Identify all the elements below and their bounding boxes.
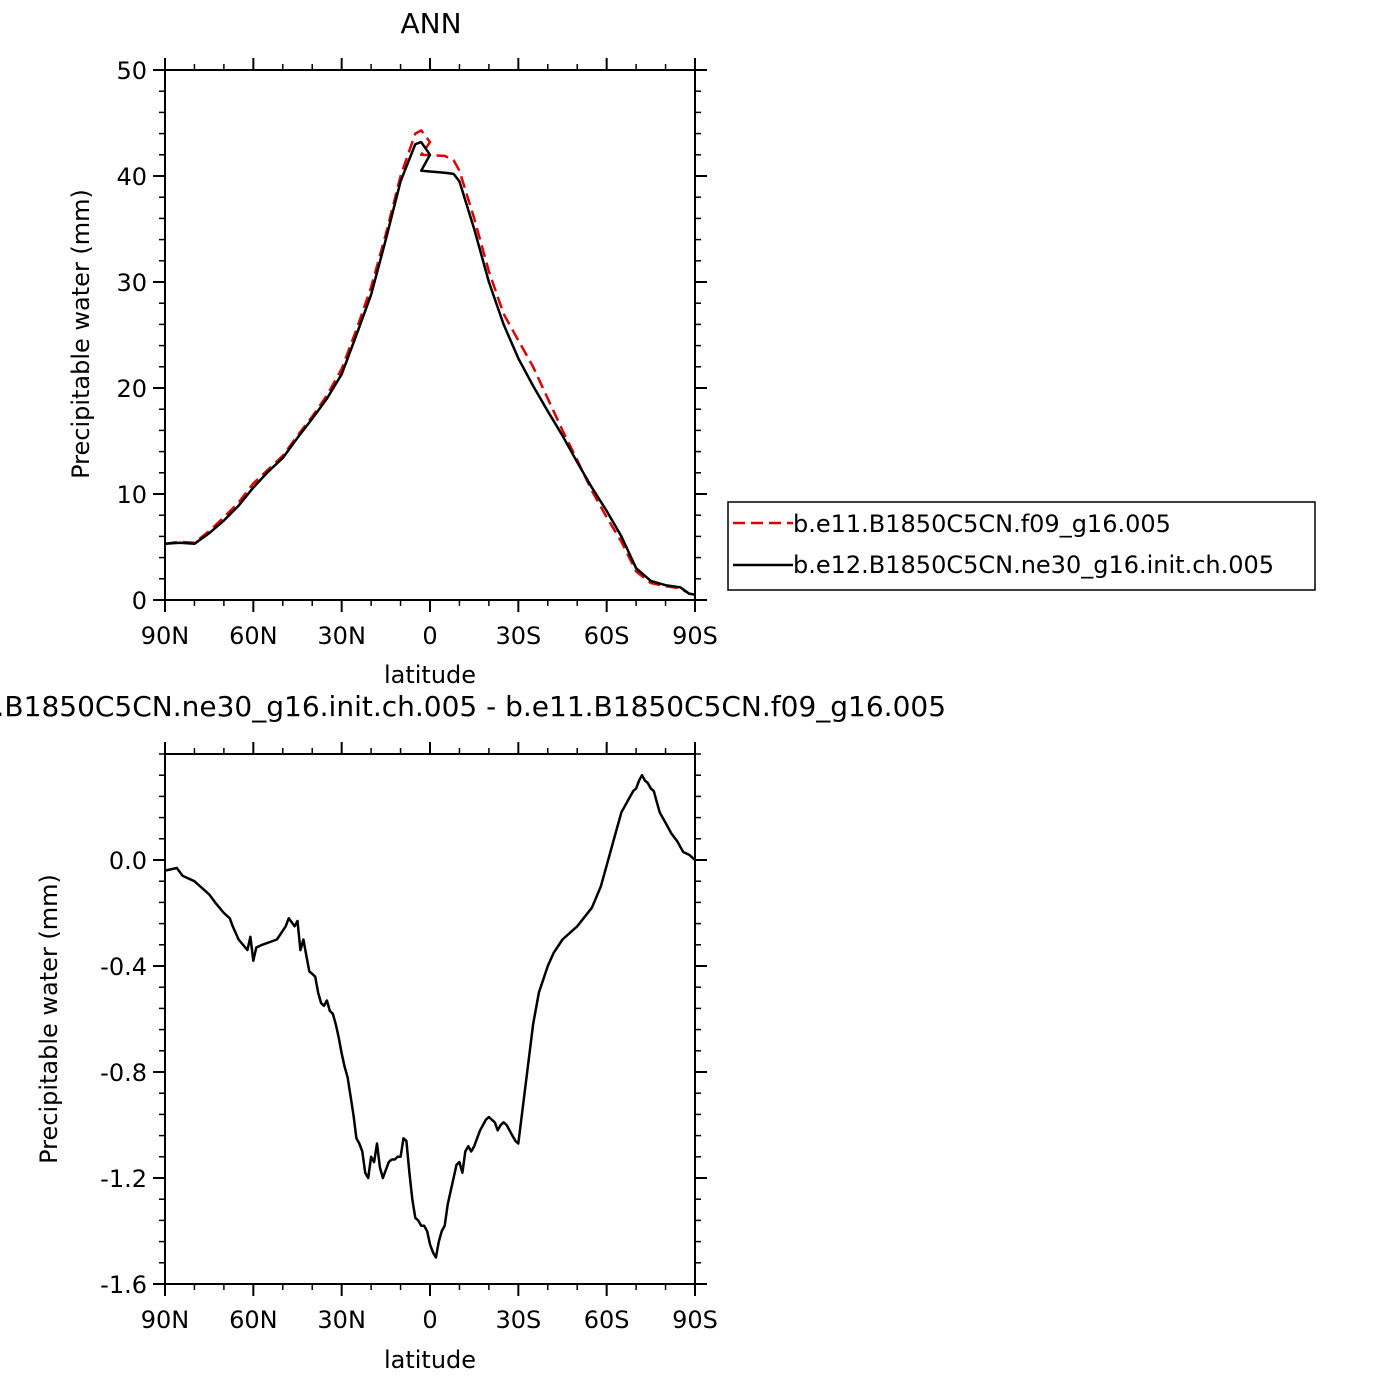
- difference-y-tick-label: -1.6: [100, 1271, 147, 1299]
- difference-x-tick-label: 0: [422, 1306, 437, 1334]
- difference-y-tick-label: -0.8: [100, 1059, 147, 1087]
- legend: b.e11.B1850C5CN.f09_g16.005 b.e12.B1850C…: [727, 501, 1316, 591]
- mean-x-tick-label: 90S: [672, 622, 718, 650]
- mean-y-tick-label: 0: [132, 587, 147, 615]
- mean-series-line-1: [164, 129, 696, 596]
- difference-x-tick-label: 60N: [229, 1306, 278, 1334]
- mean-axes: 90N 60N 30N 0 30S 60S 90S 0 10 20 30 40 50: [116, 57, 717, 650]
- difference-y-tick-label: -1.2: [100, 1165, 147, 1193]
- mean-y-axis-label: Precipitable water (mm): [67, 189, 95, 479]
- legend-label-series-1: b.e11.B1850C5CN.f09_g16.005: [793, 510, 1171, 538]
- legend-box: [727, 501, 1316, 591]
- mean-x-tick-label: 30S: [495, 622, 541, 650]
- difference-y-axis-label: Precipitable water (mm): [35, 874, 63, 1164]
- difference-axes: 90N 60N 30N 0 30S 60S 90S 0.0 -0.4 -0.8 -1.2 -1.6: [100, 742, 718, 1334]
- mean-y-tick-label: 20: [116, 375, 147, 403]
- mean-x-axis-label: latitude: [384, 661, 476, 689]
- difference-x-tick-label: 90N: [141, 1306, 190, 1334]
- mean-x-tick-label: 90N: [141, 622, 190, 650]
- difference-x-tick-label: 30N: [317, 1306, 366, 1334]
- difference-x-tick-label: 60S: [584, 1306, 630, 1334]
- mean-series-line-2: [164, 140, 696, 596]
- difference-series-line-1: [164, 773, 696, 1259]
- difference-y-tick-label: -0.4: [100, 953, 147, 981]
- difference-panel: b.e12.B1850C5CN.ne30_g16.init.ch.005 - b…: [0, 690, 946, 1374]
- mean-y-tick-label: 30: [116, 269, 147, 297]
- difference-panel-title: b.e12.B1850C5CN.ne30_g16.init.ch.005 - b…: [0, 690, 946, 723]
- difference-x-axis-label: latitude: [384, 1346, 476, 1374]
- mean-y-tick-label: 50: [116, 57, 147, 85]
- mean-panel-title: ANN: [400, 7, 461, 40]
- mean-y-tick-label: 40: [116, 163, 147, 191]
- mean-x-tick-label: 60N: [229, 622, 278, 650]
- mean-x-tick-label: 30N: [317, 622, 366, 650]
- legend-label-series-2: b.e12.B1850C5CN.ne30_g16.init.ch.005: [793, 551, 1274, 579]
- mean-y-tick-label: 10: [116, 481, 147, 509]
- mean-series-group: [164, 129, 696, 596]
- difference-y-tick-label: 0.0: [109, 847, 147, 875]
- difference-x-tick-label: 30S: [495, 1306, 541, 1334]
- difference-x-tick-label: 90S: [672, 1306, 718, 1334]
- difference-series-group: [164, 773, 696, 1259]
- mean-x-tick-label: 60S: [584, 622, 630, 650]
- mean-x-tick-label: 0: [422, 622, 437, 650]
- mean-panel: ANN 90N 60N 30N 0 30S 60S 90S 0 10 20 30 40 50 latit…: [67, 7, 718, 689]
